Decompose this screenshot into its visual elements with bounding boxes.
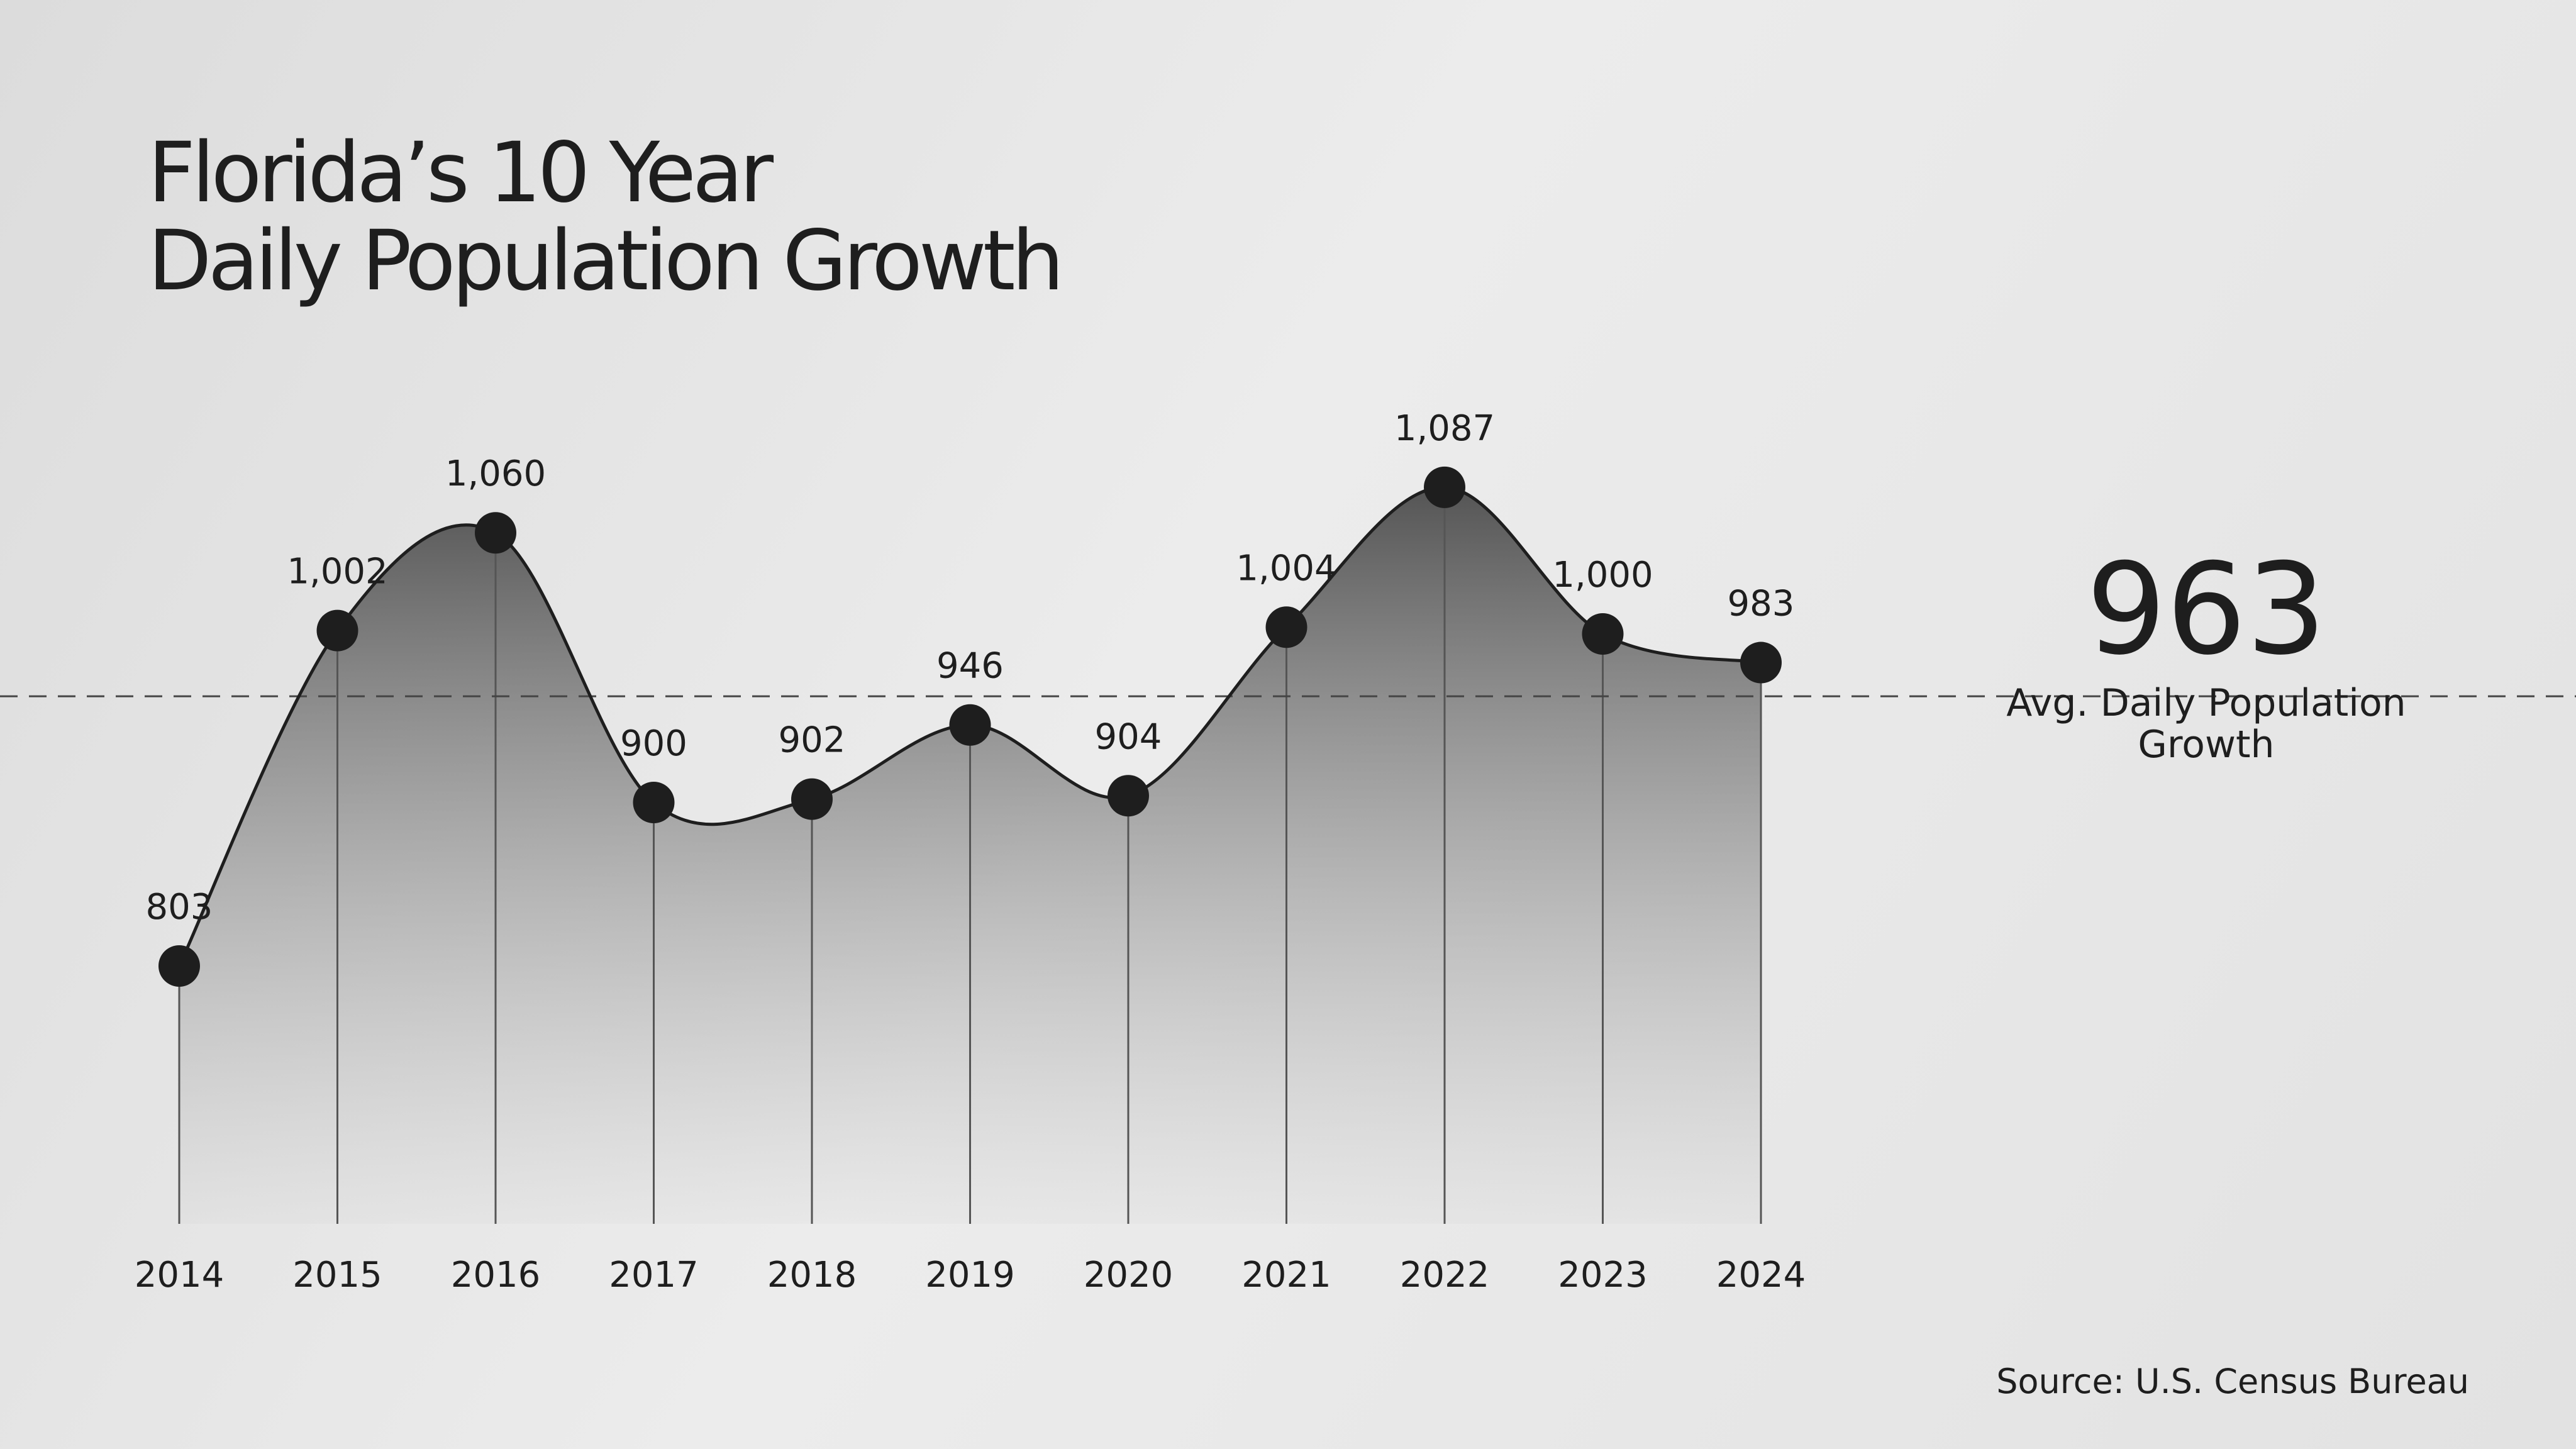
data-label: 1,000	[1552, 555, 1653, 596]
x-tick-label: 2020	[1084, 1255, 1174, 1296]
point	[1108, 775, 1149, 817]
data-label: 1,004	[1236, 548, 1336, 589]
x-tick-label: 2016	[451, 1255, 541, 1296]
data-label: 1,087	[1394, 408, 1495, 449]
point	[633, 782, 675, 823]
data-label: 1,002	[287, 552, 387, 592]
data-label: 900	[620, 723, 687, 764]
chart-title: Florida’s 10 Year	[148, 125, 774, 221]
point	[158, 945, 200, 987]
point	[1740, 641, 1782, 684]
line	[177, 486, 1762, 967]
x-tick-label: 2018	[767, 1255, 857, 1296]
x-tick-label: 2021	[1241, 1255, 1331, 1296]
point	[949, 704, 991, 746]
data-label: 983	[1728, 584, 1795, 625]
data-label: 1,060	[445, 453, 546, 494]
data-label: 904	[1095, 716, 1162, 757]
data-label: 803	[146, 887, 213, 928]
data-label: 946	[936, 646, 1004, 687]
point	[1424, 466, 1465, 508]
x-tick-label: 2014	[135, 1255, 225, 1296]
point	[1582, 613, 1624, 655]
point	[316, 609, 358, 652]
x-tick-label: 2017	[609, 1255, 699, 1296]
source: Source: U.S. Census Bureau	[1996, 1362, 2469, 1401]
average-value: 963	[2086, 536, 2326, 683]
x-tick-label: 2015	[292, 1255, 382, 1296]
average-label: Avg. Daily Population Growth	[2006, 681, 2406, 767]
x-tick-label: 2019	[925, 1255, 1015, 1296]
point	[1265, 606, 1307, 648]
chart-title: Daily Population Growth	[148, 213, 1060, 309]
data-label: 902	[779, 720, 846, 761]
point	[475, 512, 516, 554]
x-tick-label: 2023	[1558, 1255, 1648, 1296]
point	[791, 778, 833, 820]
x-tick-label: 2022	[1400, 1255, 1490, 1296]
x-tick-label: 2024	[1716, 1255, 1806, 1296]
